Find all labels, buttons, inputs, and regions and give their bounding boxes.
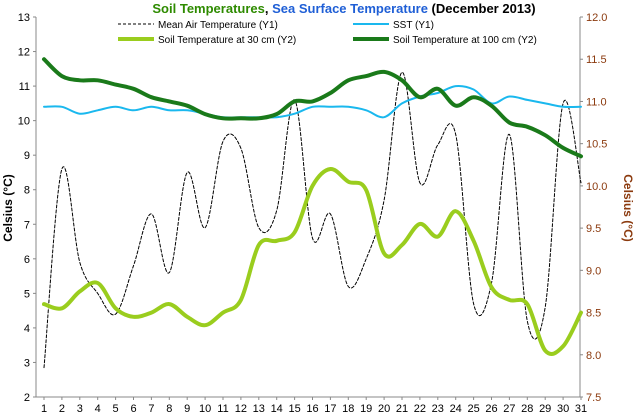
x-tick-label: 17	[324, 403, 336, 415]
x-tick-label: 2	[59, 403, 65, 415]
x-tick-label: 24	[450, 403, 462, 415]
series-lines	[42, 57, 583, 369]
x-tick-label: 26	[485, 403, 497, 415]
axes	[33, 16, 583, 400]
y-right-label: Celsius (°C)	[621, 174, 635, 241]
legend-item-mean-air: Mean Air Temperature (Y1)	[118, 20, 278, 31]
x-tick-label: 16	[306, 403, 318, 415]
legend-item-soil-100cm: Soil Temperature at 100 cm (Y2)	[353, 35, 537, 46]
y-left-tick-label: 6	[24, 254, 30, 266]
x-tick-label: 6	[130, 403, 136, 415]
series-mean-air-temperature	[43, 71, 582, 369]
title-part-sep: ,	[265, 1, 272, 16]
x-tick-label: 23	[432, 403, 444, 415]
title-part-soil: Soil Temperatures	[152, 1, 264, 16]
y-left-tick-label: 11	[19, 81, 30, 93]
chart-title: Soil Temperatures, Sea Surface Temperatu…	[152, 1, 535, 16]
y-right-tick-label: 11.0	[586, 96, 607, 108]
y-left-tick-label: 3	[24, 357, 30, 369]
series-soil-30cm	[42, 167, 583, 356]
legend-label: SST (Y1)	[393, 20, 434, 31]
x-tick-label: 27	[503, 403, 515, 415]
y-right-tick-label: 10.0	[586, 181, 607, 193]
y-left-tick-label: 13	[18, 12, 30, 24]
series-soil-100cm	[42, 57, 583, 159]
x-tick-label: 31	[575, 403, 587, 415]
x-tick-label: 10	[199, 403, 211, 415]
y-left-tick-label: 12	[18, 47, 30, 59]
x-tick-label: 8	[166, 403, 172, 415]
y-left-tick-label: 8	[24, 185, 30, 197]
y-right-tick-label: 7.5	[586, 392, 601, 404]
x-tick-label: 19	[360, 403, 372, 415]
y-left-tick-label: 9	[24, 150, 30, 162]
x-tick-label: 21	[396, 403, 408, 415]
x-tick-label: 29	[539, 403, 551, 415]
y-right-tick-label: 8.5	[586, 308, 601, 320]
x-tick-label: 5	[113, 403, 119, 415]
legend-item-sst: SST (Y1)	[353, 20, 434, 31]
title-part-date: (December 2013)	[428, 1, 536, 16]
y-left-tick-label: 10	[18, 116, 30, 128]
x-tick-label: 15	[288, 403, 300, 415]
y-right-tick-label: 9.0	[586, 265, 601, 277]
x-tick-label: 25	[467, 403, 479, 415]
y-right-tick-labels: 7.5 8.0 8.5 9.0 9.5 10.0 10.5 11.0 11.5 12.0	[586, 12, 607, 404]
x-tick-label: 13	[253, 403, 265, 415]
legend-item-soil-30cm: Soil Temperature at 30 cm (Y2)	[118, 35, 296, 46]
y-right-tick-label: 10.5	[586, 139, 607, 151]
y-right-tick-label: 8.0	[586, 350, 601, 362]
y-right-tick-label: 11.5	[586, 54, 607, 66]
title-part-sst: Sea Surface Temperature	[272, 1, 428, 16]
y-left-tick-label: 2	[24, 392, 30, 404]
legend-label: Soil Temperature at 100 cm (Y2)	[393, 35, 537, 46]
legend-label: Soil Temperature at 30 cm (Y2)	[158, 35, 296, 46]
y-left-tick-labels: 2 3 4 5 6 7 8 9 10 11 12 13	[18, 12, 30, 404]
x-tick-label: 18	[342, 403, 354, 415]
y-left-tick-label: 4	[24, 323, 30, 335]
legend: Mean Air Temperature (Y1) SST (Y1) Soil Te…	[118, 20, 537, 46]
y-left-tick-label: 7	[24, 219, 30, 231]
x-tick-label: 4	[95, 403, 101, 415]
legend-label: Mean Air Temperature (Y1)	[158, 20, 278, 31]
y-left-tick-label: 5	[24, 288, 30, 300]
x-tick-label: 9	[184, 403, 190, 415]
x-tick-labels: 1 2 3 4 5 6 7 8 9 10 11 12 13 14 15 16 17 18 19 20 21 22 23 24 2…	[41, 403, 587, 415]
x-tick-label: 28	[521, 403, 533, 415]
x-tick-label: 30	[557, 403, 569, 415]
x-tick-label: 1	[41, 403, 47, 415]
y-right-tick-label: 9.5	[586, 223, 601, 235]
y-left-label: Celsius (°C)	[1, 174, 15, 241]
x-tick-label: 11	[217, 403, 228, 415]
x-tick-label: 3	[77, 403, 83, 415]
x-tick-label: 20	[378, 403, 390, 415]
y-right-tick-label: 12.0	[586, 12, 607, 24]
x-tick-label: 7	[148, 403, 154, 415]
x-tick-label: 12	[235, 403, 247, 415]
x-tick-label: 14	[271, 403, 283, 415]
x-tick-label: 22	[414, 403, 426, 415]
